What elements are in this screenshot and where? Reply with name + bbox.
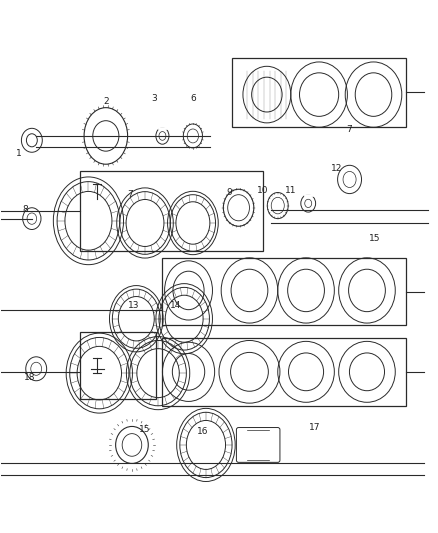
Text: 15: 15 [139, 425, 151, 434]
Text: 13: 13 [128, 301, 140, 310]
Text: 11: 11 [285, 186, 297, 195]
Text: 2: 2 [103, 96, 109, 106]
Text: 14: 14 [170, 301, 181, 310]
Text: 7: 7 [127, 190, 133, 199]
Bar [80, 171, 262, 251]
Bar [232, 58, 406, 127]
Text: 16: 16 [197, 427, 208, 437]
Text: 15: 15 [369, 233, 381, 243]
Text: 1: 1 [16, 149, 21, 158]
Text: 9: 9 [226, 188, 232, 197]
Bar [80, 332, 156, 399]
Text: 3: 3 [151, 94, 157, 103]
Text: 8: 8 [22, 205, 28, 214]
Text: 12: 12 [331, 164, 342, 173]
Text: 7: 7 [347, 125, 353, 134]
Bar [162, 258, 406, 325]
Text: 17: 17 [309, 423, 321, 432]
Text: 18: 18 [24, 373, 35, 382]
Text: 10: 10 [257, 186, 268, 195]
Bar [162, 338, 406, 406]
Text: 6: 6 [190, 94, 196, 103]
